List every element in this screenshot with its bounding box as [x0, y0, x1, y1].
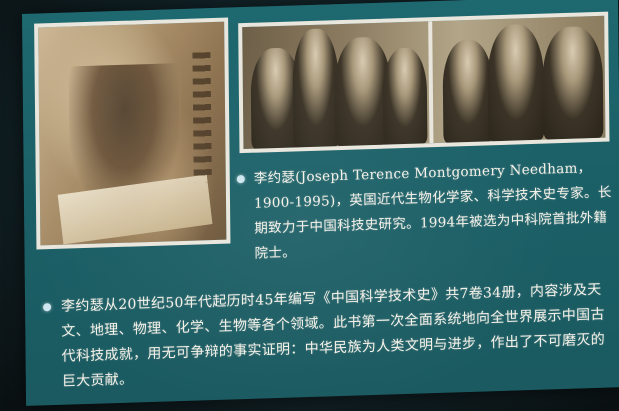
photo-group-meeting [238, 11, 610, 154]
photo-person [382, 47, 428, 145]
photo-person [542, 25, 604, 140]
bullet-dot-icon [43, 303, 52, 312]
book-paragraph: 李约瑟从20世纪50年代起历时45年编写《中国科学技术史》共7卷34册，内容涉及… [60, 281, 606, 390]
photo-divider [428, 21, 434, 144]
bio-paragraph: 李约瑟(Joseph Terence Montgomery Needham，19… [253, 160, 612, 262]
photo-person [292, 28, 340, 148]
photo-person [442, 39, 494, 143]
bullet-dot-icon [236, 175, 245, 184]
photo-needham-reading [34, 17, 231, 250]
photo-calligraphy [192, 52, 212, 183]
photo-person [487, 23, 545, 142]
presentation-slide: 李约瑟(Joseph Terence Montgomery Needham，19… [22, 0, 619, 406]
